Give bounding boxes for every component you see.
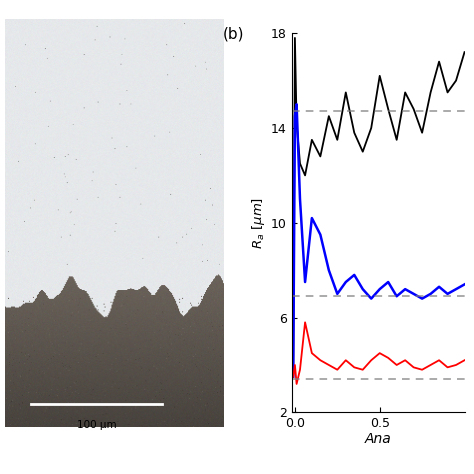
Text: 100 μm: 100 μm: [76, 419, 116, 429]
X-axis label: Ana: Ana: [365, 432, 392, 446]
Text: (b): (b): [223, 26, 244, 41]
Y-axis label: $R_a$ [$\mu m$]: $R_a$ [$\mu m$]: [250, 197, 266, 249]
